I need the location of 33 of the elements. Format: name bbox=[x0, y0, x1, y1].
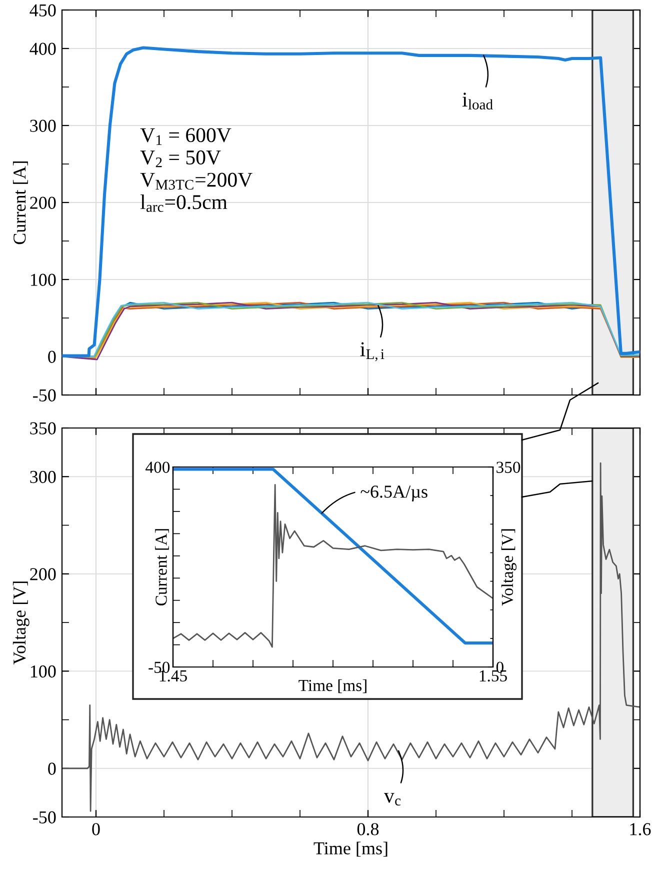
y2-axis-title: Voltage [V] bbox=[501, 529, 516, 606]
y-tick-label: 0 bbox=[48, 350, 56, 363]
y-tick-label: -50 bbox=[33, 389, 56, 402]
y-tick-label: 200 bbox=[30, 568, 56, 580]
x-tick-label: 0 bbox=[92, 823, 100, 836]
y-tick-label: 200 bbox=[30, 196, 56, 209]
annotation: v$_{c}$ bbox=[384, 792, 401, 806]
y-tick-label: 400 bbox=[146, 462, 170, 473]
y-axis-title: Current [A] bbox=[12, 161, 28, 244]
annotation: V$_{1}$ = 600V bbox=[140, 128, 232, 145]
y-tick-label: 100 bbox=[30, 665, 56, 678]
annotation: i$_{load}$ bbox=[462, 92, 493, 110]
x-axis-title: Time [ms] bbox=[298, 679, 366, 694]
annotation: ~6.5A/µs bbox=[360, 486, 428, 502]
y-tick-label: -50 bbox=[33, 811, 56, 824]
y-axis-title: Voltage [V] bbox=[12, 582, 30, 664]
line-series bbox=[62, 462, 640, 812]
annotation: i$_{L,i}$ bbox=[360, 342, 384, 362]
x-tick-label: 1.6 bbox=[630, 823, 651, 836]
y-tick-label: 450 bbox=[30, 4, 56, 16]
y-tick-label: 400 bbox=[30, 42, 56, 55]
y-tick-label: 100 bbox=[30, 274, 56, 286]
y-tick-label: 300 bbox=[30, 120, 56, 132]
y2-tick-label: 350 bbox=[496, 462, 520, 473]
x-axis-title: Time [ms] bbox=[314, 842, 388, 857]
x-tick-label: 0.8 bbox=[357, 823, 379, 836]
y-tick-label: 0 bbox=[48, 762, 56, 775]
y-axis-title: Current [A] bbox=[155, 529, 169, 606]
annotation: V$_{2}$ = 50V bbox=[140, 150, 221, 168]
y-tick-label: 350 bbox=[30, 422, 56, 434]
annotation: V$_{M3TC}$=200V bbox=[140, 172, 252, 190]
y-tick-label: 300 bbox=[30, 470, 56, 484]
annotation: l$_{arc}$=0.5cm bbox=[140, 194, 228, 212]
